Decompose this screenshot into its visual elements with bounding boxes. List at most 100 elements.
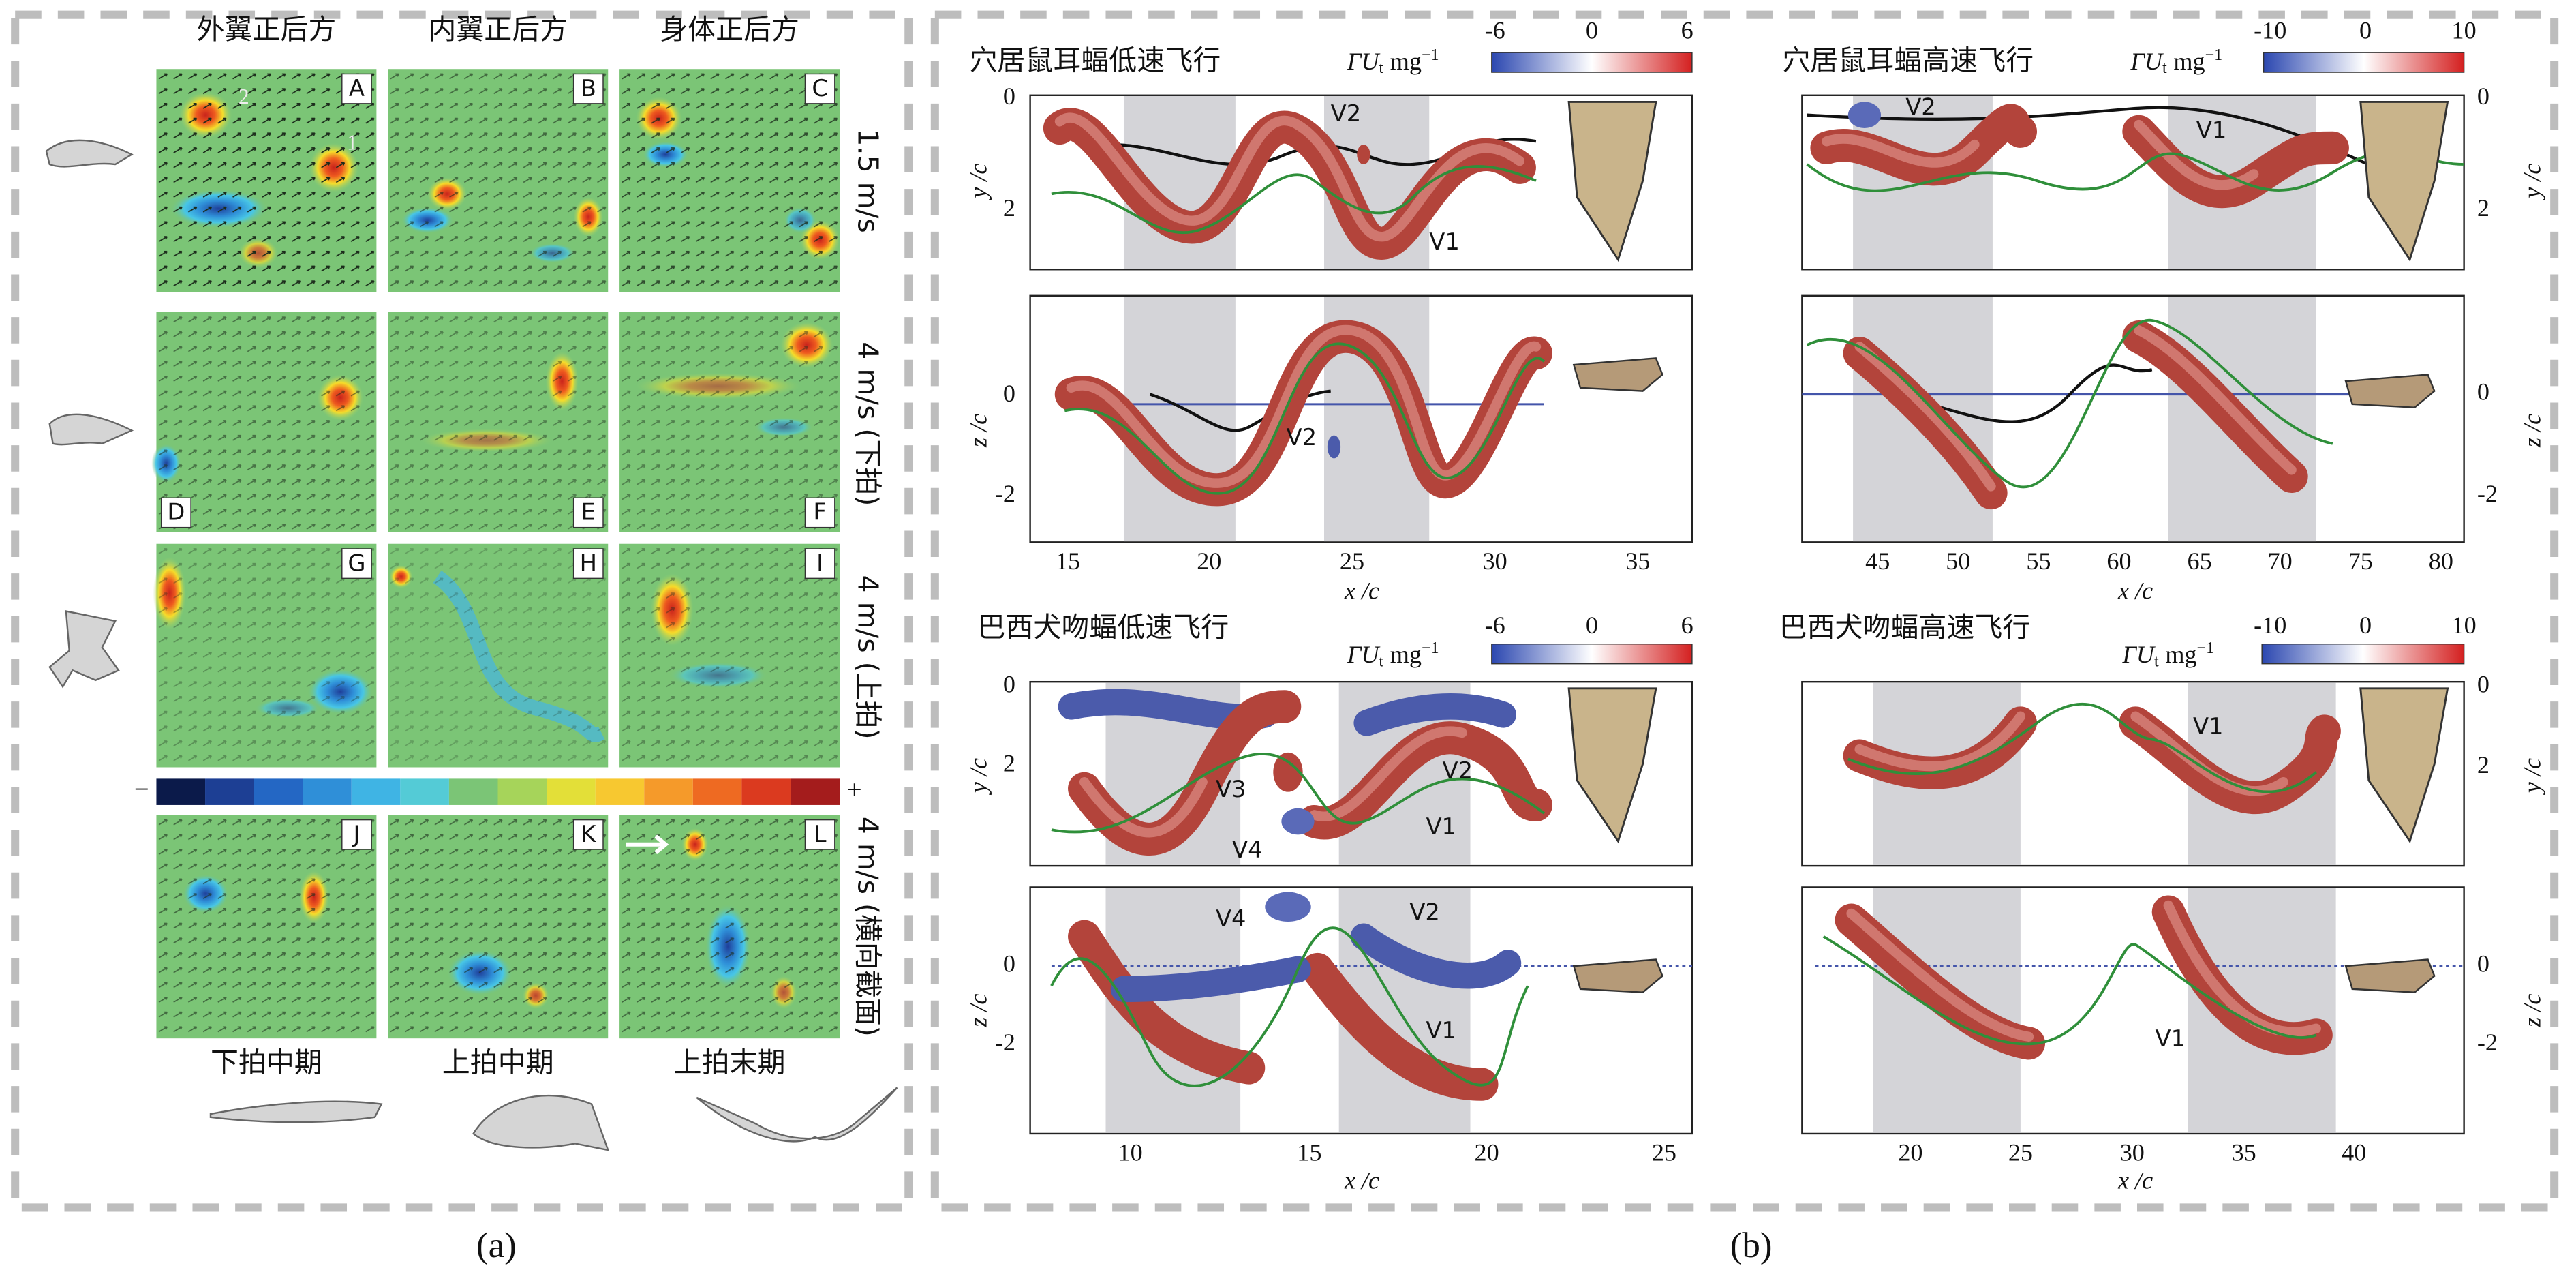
z-tick-label: -2	[2477, 1029, 2498, 1056]
colorbar-tick: 6	[1681, 16, 1693, 44]
decoration	[1357, 145, 1370, 165]
phase-label: 上拍末期	[674, 1046, 786, 1079]
label-part: t	[1379, 652, 1383, 670]
x-tick-label: 50	[1946, 547, 1970, 575]
x-tick-label: 35	[1625, 547, 1650, 575]
flow-cell: B	[388, 69, 609, 292]
decoration	[619, 312, 840, 532]
label-part: ΓU	[1347, 641, 1381, 668]
axis-label: z /c	[965, 994, 992, 1028]
colorbar-label: ΓUt mg−1	[1347, 639, 1439, 670]
z-tick-label: -2	[995, 1029, 1015, 1056]
y-tick-label: 2	[2477, 194, 2489, 222]
decoration	[1064, 342, 1546, 495]
decoration	[1066, 325, 1542, 488]
axis-label: x /c	[1344, 577, 1379, 604]
decoration	[1810, 104, 2038, 186]
y-tick-label: 2	[1003, 749, 1015, 776]
decoration	[1327, 435, 1341, 459]
decoration	[626, 834, 669, 855]
decoration	[547, 778, 596, 805]
flow-cell: K	[388, 815, 609, 1039]
y-tick-label: 2	[2477, 751, 2489, 778]
decoration	[303, 778, 352, 805]
x-tick-label: 20	[1197, 547, 1221, 575]
cell-letter: B	[581, 75, 596, 102]
decoration	[1572, 958, 1663, 993]
label-part: ΓU	[2130, 48, 2164, 75]
vortex-number: 2	[239, 85, 249, 108]
decoration	[1822, 935, 2317, 1046]
decoration	[351, 778, 401, 805]
plot: 巴西犬吻蝠高速飞行 ΓUt mg−1 -10 0 10 0 2 y /c V1 0…	[1779, 611, 2546, 1194]
decoration	[48, 413, 134, 446]
decoration	[2359, 687, 2449, 844]
column-title: 内翼正后方	[428, 13, 568, 46]
x-tick-label: 30	[2120, 1139, 2145, 1166]
bat-icon	[45, 139, 898, 1151]
decoration	[572, 497, 604, 528]
colorbar	[2263, 52, 2465, 73]
decoration	[400, 778, 449, 805]
z-tick-label: 0	[1003, 380, 1015, 407]
axis-label: y /c	[965, 758, 992, 796]
colorbar-tick: 10	[2452, 16, 2477, 44]
decoration	[341, 73, 372, 104]
flow-cell: C	[619, 69, 840, 292]
axis-label: z /c	[965, 414, 992, 448]
decoration	[1567, 687, 1657, 844]
cell-letter: H	[580, 549, 597, 576]
z-tick-label: 0	[2477, 378, 2489, 406]
decoration	[1051, 753, 1546, 834]
colorbar-tick: 0	[1586, 611, 1598, 639]
phase-label: 上拍中期	[442, 1046, 554, 1079]
vortex-label: V2	[1331, 100, 1362, 127]
decoration	[804, 497, 835, 528]
y-tick-label: 0	[2477, 671, 2489, 698]
cell-letter: I	[816, 549, 823, 576]
decoration	[804, 819, 835, 850]
decoration	[1110, 956, 1311, 1003]
colorbar-label: ΓUt mg−1	[2121, 639, 2214, 670]
decoration	[619, 69, 840, 292]
x-tick-label: 65	[2188, 547, 2212, 575]
flow-cell: D	[151, 312, 377, 532]
x-tick-label: 35	[2232, 1139, 2256, 1166]
label-part: −1	[1422, 46, 1439, 63]
flow-cell: L	[619, 815, 840, 1039]
colorbar-tick: 6	[1681, 611, 1693, 639]
x-tick-label: 20	[1898, 1139, 1922, 1166]
decoration	[156, 543, 377, 768]
vortex-label: V1	[1429, 228, 1460, 255]
colorbar-tick: 0	[2359, 611, 2372, 639]
decoration	[1350, 923, 1522, 989]
decoration	[156, 778, 206, 805]
colorbar	[1491, 644, 1693, 665]
plot: 穴居鼠耳蝠高速飞行 ΓUt mg−1 -10 0 10 0 2 y /c V2 V…	[1782, 16, 2545, 604]
x-tick-label: 40	[2342, 1139, 2366, 1166]
decoration	[790, 778, 840, 805]
colorbar-min: −	[134, 776, 149, 804]
label-part: t	[2162, 59, 2167, 77]
decoration	[1854, 711, 2288, 796]
label-part: −1	[2197, 639, 2215, 657]
axis-label: x /c	[1344, 1167, 1379, 1194]
decoration	[1353, 693, 1517, 736]
column-title: 外翼正后方	[197, 13, 337, 46]
decoration	[497, 778, 547, 805]
decoration	[472, 1095, 610, 1151]
axis-label: y /c	[2519, 758, 2546, 796]
row-label: 4 m/s (下拍)	[852, 342, 885, 506]
decoration	[2119, 706, 2341, 814]
colorbar: − +	[134, 776, 862, 805]
decoration	[2344, 374, 2436, 408]
decoration	[1050, 926, 1529, 1087]
decoration	[572, 548, 604, 579]
decoration	[692, 778, 742, 805]
decoration	[254, 778, 303, 805]
z-tick-label: -2	[2477, 480, 2498, 507]
label-part: ΓU	[1347, 48, 1381, 75]
decoration	[156, 69, 377, 292]
vortex-number: 1	[347, 130, 358, 154]
